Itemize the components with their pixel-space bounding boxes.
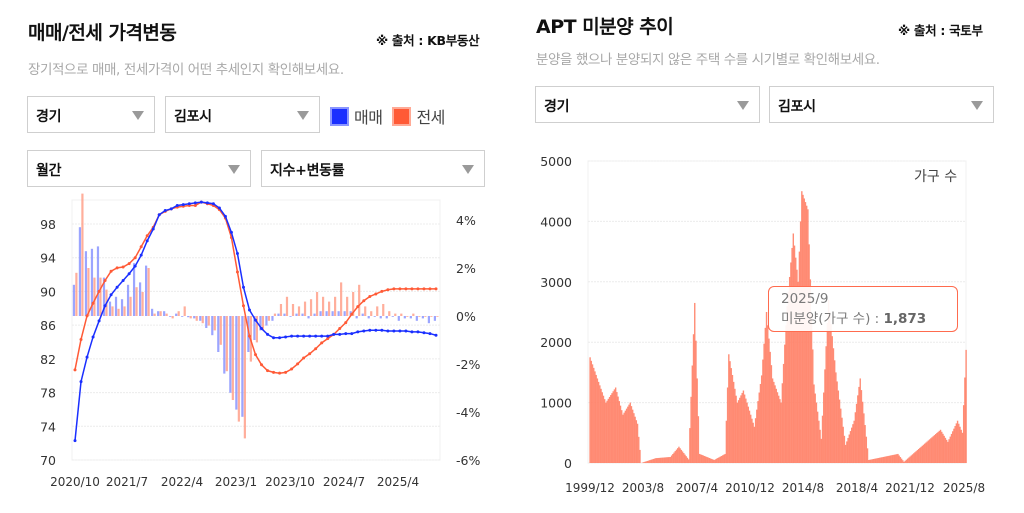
svg-text:94: 94 [40, 251, 56, 266]
svg-text:2025/4: 2025/4 [377, 475, 419, 489]
city-select[interactable]: 김포시 [165, 96, 320, 133]
svg-text:-4%: -4% [456, 405, 480, 420]
tooltip-label: 미분양(가구 수) : [781, 311, 884, 327]
region-select-value: 경기 [36, 109, 62, 125]
unsold-apt-panel: APT 미분양 추이 ※ 출처 : 국토부 분양을 했으나 분양되지 않은 주택… [512, 0, 1024, 513]
svg-text:70: 70 [40, 453, 56, 468]
view-select[interactable]: 지수+변동률 [261, 150, 485, 187]
svg-text:0: 0 [564, 456, 572, 471]
price-change-source: ※ 출처 : KB부동산 [376, 33, 480, 48]
svg-text:2022/4: 2022/4 [161, 475, 203, 489]
svg-text:98: 98 [40, 217, 56, 232]
svg-text:2010/12: 2010/12 [725, 481, 775, 495]
legend-swatch-jeonse [392, 106, 412, 126]
price-change-title: 매매/전세 가격변동 [28, 22, 177, 44]
unit-label: 가구 수 [914, 169, 958, 185]
legend-item-jeonse[interactable]: 전세 [392, 104, 445, 128]
svg-text:2023/1: 2023/1 [215, 475, 257, 489]
svg-text:2024/7: 2024/7 [323, 475, 365, 489]
unsold-city-select-value: 김포시 [778, 99, 816, 115]
chevron-down-icon [462, 165, 474, 174]
chevron-down-icon [737, 101, 749, 110]
svg-text:1000: 1000 [540, 396, 572, 411]
unsold-bar-chart[interactable]: 0 1000 2000 3000 4000 5000 1999/12 2003/8 2007/4… [512, 0, 1024, 513]
svg-text:90: 90 [40, 284, 56, 299]
svg-text:2020/10: 2020/10 [50, 475, 100, 489]
unsold-city-select[interactable]: 김포시 [769, 86, 994, 123]
svg-text:3000: 3000 [540, 275, 572, 290]
view-select-value: 지수+변동률 [270, 163, 345, 179]
price-index-chart[interactable]: 70 74 78 82 86 90 94 98 -6% -4% -2% 0% 2% 4% 2020/10 20… [0, 0, 512, 513]
unsold-region-select-value: 경기 [544, 99, 570, 115]
svg-text:2000: 2000 [540, 335, 572, 350]
svg-text:2%: 2% [456, 261, 476, 276]
price-change-panel: 매매/전세 가격변동 ※ 출처 : KB부동산 장기적으로 매매, 전세가격이 … [0, 0, 512, 513]
legend-swatch-sale [330, 106, 349, 126]
svg-text:5000: 5000 [540, 154, 572, 169]
svg-text:74: 74 [40, 419, 56, 434]
svg-text:78: 78 [40, 386, 56, 401]
svg-text:4000: 4000 [540, 214, 572, 229]
svg-text:86: 86 [40, 318, 56, 333]
svg-text:0%: 0% [456, 309, 476, 324]
unsold-subtitle: 분양을 했으나 분양되지 않은 주택 수를 시기별로 확인해보세요. [536, 52, 880, 68]
svg-text:82: 82 [40, 352, 56, 367]
chevron-down-icon [228, 165, 240, 174]
svg-text:1999/12: 1999/12 [565, 481, 615, 495]
chevron-down-icon [297, 111, 309, 120]
svg-text:2025/8: 2025/8 [943, 481, 985, 495]
unsold-title: APT 미분양 추이 [536, 16, 674, 38]
chevron-down-icon [132, 111, 144, 120]
tooltip-row: 미분양(가구 수) : 1,873 [781, 307, 945, 327]
svg-text:-6%: -6% [456, 453, 480, 468]
period-select[interactable]: 월간 [27, 150, 251, 187]
svg-text:2003/8: 2003/8 [622, 481, 664, 495]
period-select-value: 월간 [36, 163, 62, 179]
svg-text:2021/12: 2021/12 [885, 481, 935, 495]
svg-text:2007/4: 2007/4 [676, 481, 718, 495]
chart-tooltip: 2025/9 미분양(가구 수) : 1,873 [768, 286, 958, 332]
region-select[interactable]: 경기 [27, 96, 155, 133]
svg-text:2021/7: 2021/7 [106, 475, 148, 489]
price-change-subtitle: 장기적으로 매매, 전세가격이 어떤 추세인지 확인해보세요. [28, 62, 344, 78]
svg-text:-2%: -2% [456, 357, 480, 372]
tooltip-value: 1,873 [883, 311, 927, 327]
legend-label-jeonse: 전세 [416, 108, 445, 127]
svg-text:2014/8: 2014/8 [782, 481, 824, 495]
unsold-region-select[interactable]: 경기 [535, 86, 760, 123]
tooltip-date: 2025/9 [781, 291, 829, 307]
svg-text:4%: 4% [456, 213, 476, 228]
chart-legend: 매매 전세 [330, 104, 455, 128]
svg-text:2023/10: 2023/10 [265, 475, 315, 489]
city-select-value: 김포시 [174, 109, 212, 125]
chevron-down-icon [971, 101, 983, 110]
legend-item-sale[interactable]: 매매 [330, 104, 383, 128]
svg-text:2018/4: 2018/4 [836, 481, 878, 495]
legend-label-sale: 매매 [354, 108, 383, 127]
unsold-source: ※ 출처 : 국토부 [898, 23, 983, 38]
